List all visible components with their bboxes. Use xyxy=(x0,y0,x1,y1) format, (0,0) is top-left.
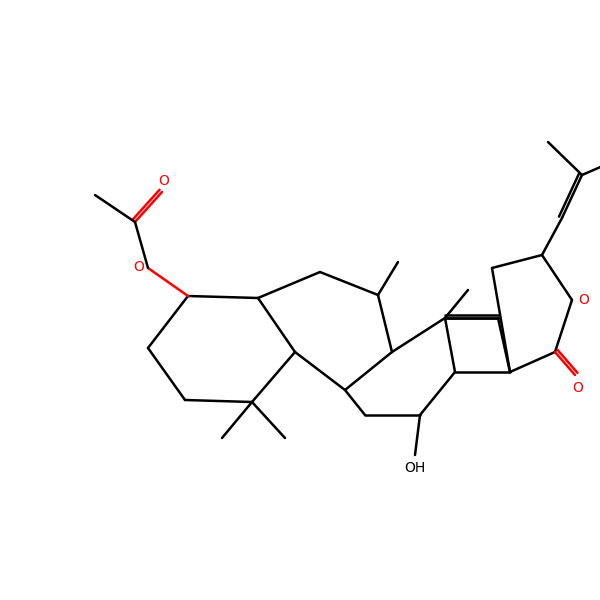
Text: O: O xyxy=(134,260,145,274)
Text: O: O xyxy=(158,174,169,188)
Text: O: O xyxy=(578,293,589,307)
Text: O: O xyxy=(572,381,583,395)
Text: OH: OH xyxy=(404,461,425,475)
